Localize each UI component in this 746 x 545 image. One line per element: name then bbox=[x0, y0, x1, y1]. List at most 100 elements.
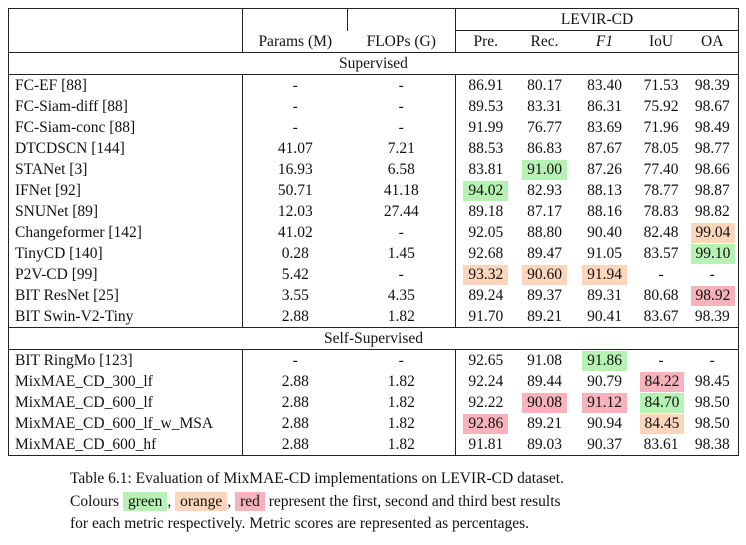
model-name-cell: BIT ResNet [25] bbox=[8, 285, 243, 306]
table-caption: Table 6.1: Evaluation of MixMAE-CD imple… bbox=[70, 468, 710, 536]
metric-cell-flops: 4.35 bbox=[347, 285, 456, 306]
metric-cell-rec: 89.21 bbox=[527, 415, 562, 432]
metric-cell-iou: 82.48 bbox=[643, 224, 679, 241]
metric-cell-f1: 90.37 bbox=[573, 434, 636, 456]
table-row: FC-EF [88] - -86.91 80.17 83.40 71.53 98.39 bbox=[8, 74, 739, 96]
section-header-row: Self-Supervised bbox=[8, 327, 739, 350]
metric-cell-flops: 41.18 bbox=[347, 180, 456, 201]
caption-label: Table 6.1: bbox=[70, 470, 132, 487]
table-row: BIT Swin-V2-Tiny 2.88 1.82 91.70 89.21 90.41 8… bbox=[8, 306, 739, 328]
highlight-red: 91.12 bbox=[582, 393, 627, 413]
metric-cell-iou: - bbox=[658, 352, 664, 369]
metric-cell-flops: - bbox=[347, 96, 456, 117]
model-name-cell: FC-EF [88] bbox=[8, 74, 243, 96]
metric-cell-params: 3.55 bbox=[281, 287, 309, 304]
model-name-cell: STANet [3] bbox=[8, 159, 243, 180]
metric-cell-oa: 98.39 bbox=[686, 74, 739, 96]
highlight-red: 90.08 bbox=[522, 393, 567, 413]
section-title: Supervised bbox=[8, 52, 739, 75]
model-name-cell: Changeformer [142] bbox=[8, 222, 243, 243]
metric-cell-iou: 84.22 bbox=[636, 371, 687, 392]
section-title: Self-Supervised bbox=[8, 327, 739, 350]
table-row: MixMAE_CD_600_lf 2.88 1.82 92.22 90.08 91.12 8… bbox=[8, 392, 739, 413]
metric-cell-iou: 71.53 bbox=[643, 77, 679, 94]
highlight-green: 99.10 bbox=[690, 244, 736, 264]
model-name-cell: TinyCD [140] bbox=[8, 243, 243, 264]
model-name-cell: MixMAE_CD_300_lf bbox=[8, 371, 243, 392]
metric-cell-oa: - bbox=[686, 349, 739, 371]
table-row: STANet [3] 16.93 6.58 83.81 91.00 87.26 77.40 9… bbox=[8, 159, 739, 180]
metric-cell-f1: 90.79 bbox=[587, 373, 622, 390]
metric-cell-f1: 91.05 bbox=[587, 245, 622, 262]
table-row: FC-Siam-conc [88] - -91.99 76.77 83.69 71.96 9… bbox=[8, 117, 739, 138]
model-name-cell: BIT RingMo [123] bbox=[8, 349, 243, 371]
metric-cell-pre: 92.68 bbox=[468, 245, 504, 262]
metric-cell-iou: 83.61 bbox=[635, 434, 687, 456]
caption-line-3: for each metric respectively. Metric sco… bbox=[70, 515, 530, 532]
metric-cell-flops: 1.82 bbox=[347, 434, 456, 456]
metric-cell-params: - bbox=[292, 119, 298, 136]
metric-cell-oa: 98.87 bbox=[686, 180, 739, 201]
metric-cell-iou: 75.92 bbox=[643, 98, 679, 115]
metric-cell-params: 2.88 bbox=[281, 373, 309, 390]
highlight-orange: 91.94 bbox=[582, 265, 627, 285]
metric-cell-flops: 1.45 bbox=[347, 243, 456, 264]
metric-cell-flops: 1.82 bbox=[347, 306, 456, 328]
metric-cell-flops: 6.58 bbox=[347, 159, 456, 180]
metric-cell-rec: 86.83 bbox=[527, 140, 562, 157]
column-header-flops: FLOPs (G) bbox=[347, 30, 456, 53]
metric-cell-pre: 83.81 bbox=[468, 161, 504, 178]
highlight-orange: 99.04 bbox=[690, 223, 736, 243]
highlight-green: 84.70 bbox=[639, 393, 685, 413]
metric-cell-params: 5.42 bbox=[281, 266, 309, 283]
metric-cell-oa: 99.04 bbox=[686, 222, 739, 243]
metric-cell-oa: 98.82 bbox=[686, 201, 739, 222]
metric-cell-iou: 84.45 bbox=[636, 413, 687, 434]
caption-red-chip: red bbox=[235, 491, 265, 511]
metric-cell-pre: 94.02 bbox=[456, 180, 516, 201]
metric-cell-params: 2.88 bbox=[242, 434, 348, 456]
column-header-iou: IoU bbox=[635, 30, 687, 53]
metric-cell-f1: 87.26 bbox=[587, 161, 622, 178]
metric-cell-flops: - bbox=[347, 222, 456, 243]
model-name-cell: IFNet [92] bbox=[8, 180, 243, 201]
table-row: FC-Siam-diff [88] - -89.53 83.31 86.31 75.92 9… bbox=[8, 96, 739, 117]
column-header-f1: F1 bbox=[573, 30, 636, 53]
metric-cell-flops: - bbox=[347, 74, 456, 96]
metric-cell-flops: 7.21 bbox=[347, 138, 456, 159]
metric-cell-f1: 83.69 bbox=[587, 119, 622, 136]
metric-cell-pre: 92.65 bbox=[468, 352, 504, 369]
caption-line-1: Table 6.1: Evaluation of MixMAE-CD imple… bbox=[70, 468, 710, 491]
metric-cell-rec: 76.77 bbox=[527, 119, 562, 136]
caption-orange-chip: orange bbox=[175, 491, 228, 511]
metric-cell-pre: 92.24 bbox=[468, 373, 504, 390]
metric-cell-rec: 89.47 bbox=[527, 245, 562, 262]
table-row: MixMAE_CD_300_lf 2.88 1.82 92.24 89.44 90.79 8… bbox=[8, 371, 739, 392]
caption-line2-rest: represent the first, second and third be… bbox=[268, 492, 561, 510]
metric-cell-params: 41.02 bbox=[277, 224, 313, 241]
header-row-columns: Params (M) FLOPs (G) Pre. Rec. F1 IoU OA bbox=[8, 30, 739, 53]
metric-cell-iou: 80.68 bbox=[643, 287, 679, 304]
metric-cell-f1: 90.41 bbox=[573, 306, 636, 328]
table-row: BIT ResNet [25] 3.55 4.35 89.24 89.37 89.31 80… bbox=[8, 285, 739, 306]
table-header: LEVIR-CD Params (M) FLOPs (G) Pre. Rec. … bbox=[8, 8, 739, 53]
metric-cell-oa: 98.77 bbox=[686, 138, 739, 159]
table-row: MixMAE_CD_600_hf 2.88 1.82 91.81 89.03 90.37 8… bbox=[8, 434, 739, 456]
highlight-orange: 84.45 bbox=[639, 414, 685, 434]
metric-cell-pre: 88.53 bbox=[468, 140, 504, 157]
metric-cell-f1: 90.40 bbox=[587, 224, 622, 241]
header-empty-cell bbox=[347, 8, 456, 31]
highlight-orange: 93.32 bbox=[463, 265, 509, 285]
column-header-pre: Pre. bbox=[455, 30, 516, 53]
model-name-cell: MixMAE_CD_600_lf bbox=[8, 392, 243, 413]
metric-cell-f1: 90.94 bbox=[587, 415, 622, 432]
metric-cell-pre: 91.70 bbox=[455, 306, 516, 328]
metric-cell-oa: 98.45 bbox=[686, 371, 739, 392]
metric-cell-rec: 91.00 bbox=[516, 159, 574, 180]
model-name-cell: BIT Swin-V2-Tiny bbox=[8, 306, 243, 328]
metric-cell-oa: 98.92 bbox=[686, 285, 739, 306]
metric-cell-flops: - bbox=[347, 264, 456, 285]
metric-cell-pre: 91.81 bbox=[455, 434, 516, 456]
model-name-cell: FC-Siam-conc [88] bbox=[8, 117, 243, 138]
metric-cell-iou: 71.96 bbox=[643, 119, 679, 136]
